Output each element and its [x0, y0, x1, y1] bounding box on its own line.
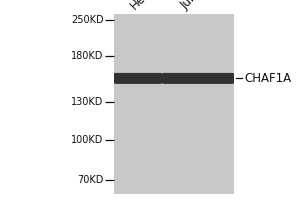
- Text: CHAF1A: CHAF1A: [244, 72, 292, 85]
- Bar: [114, 14, 234, 194]
- Text: 100KD: 100KD: [71, 135, 104, 145]
- FancyBboxPatch shape: [162, 73, 234, 84]
- Text: 180KD: 180KD: [71, 51, 104, 61]
- Text: HeLa: HeLa: [127, 0, 158, 12]
- Text: Jurkat: Jurkat: [178, 0, 212, 12]
- Text: 250KD: 250KD: [71, 15, 104, 25]
- Text: 130KD: 130KD: [71, 97, 104, 107]
- FancyBboxPatch shape: [114, 73, 162, 84]
- Text: 70KD: 70KD: [77, 175, 104, 185]
